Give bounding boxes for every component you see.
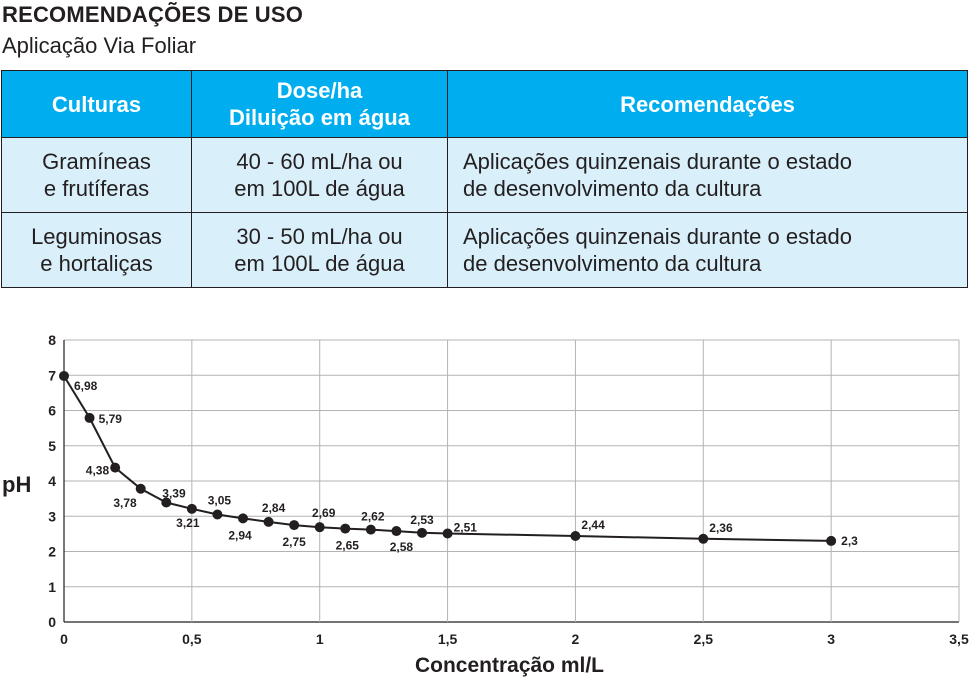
data-point [391,526,402,537]
table-header-row: Culturas Dose/ha Diluição em água Recome… [1,70,968,138]
y-tick-label: 1 [48,579,56,595]
header-recomendacoes: Recomendações [447,70,968,138]
cell-line: 40 - 60 mL/ha ou [236,149,403,174]
x-tick-label: 1 [316,631,324,647]
cell-line: de desenvolvimento da cultura [463,251,762,276]
data-point [110,462,121,473]
y-tick-label: 6 [48,403,56,419]
x-tick-label: 0 [60,631,68,647]
chart-data-labels: 6,98 5,79 4,38 3,78 3,39 3,21 3,05 2,94 2,84 2,75… [74,379,858,554]
cell-culturas: Leguminosas e hortaliças [1,212,192,288]
y-tick-label: 3 [48,508,56,524]
chart-grid [63,339,960,623]
x-tick-label: 2,5 [694,631,714,647]
data-label: 2,62 [361,510,385,524]
data-point [570,530,581,541]
data-label: 5,79 [99,412,123,426]
data-point [698,533,709,544]
data-label: 2,94 [228,528,252,542]
cell-line: e frutíferas [43,176,150,201]
data-label: 2,65 [336,539,360,553]
header-culturas: Culturas [1,70,192,138]
cell-dose: 30 - 50 mL/ha ou em 100L de água [191,212,448,288]
data-point [161,497,172,508]
cell-line: Aplicações quinzenais durante o estado [463,224,852,249]
cell-recomendacoes: Aplicações quinzenais durante o estado d… [447,212,968,288]
data-point [84,412,95,423]
data-label: 4,38 [86,464,110,478]
x-axis-label: Concentração ml/L [415,654,604,677]
cell-line: Leguminosas [31,224,162,249]
data-label: 3,78 [113,496,137,510]
cell-line: e hortaliças [40,251,153,276]
data-point [314,522,325,533]
y-tick-label: 0 [48,614,56,630]
x-tick-label: 0,5 [182,631,202,647]
data-label: 2,58 [390,540,414,554]
data-label: 2,3 [841,534,858,548]
data-label: 2,44 [581,518,605,532]
cell-line: 30 - 50 mL/ha ou [236,224,403,249]
data-point [238,513,248,524]
x-tick-label: 3 [827,631,835,647]
header-line: Recomendações [620,91,795,117]
page-subtitle: Aplicação Via Foliar [2,33,197,58]
cell-line: de desenvolvimento da cultura [463,176,762,201]
data-point [212,509,223,520]
header-dose: Dose/ha Diluição em água [191,70,448,138]
data-point [263,516,274,527]
data-label: 2,69 [312,506,336,520]
data-point [365,524,376,535]
header-line: Culturas [51,91,142,117]
y-tick-label: 5 [48,438,56,454]
data-label: 2,51 [454,521,478,535]
x-tick-label: 2 [572,631,580,647]
cell-dose: 40 - 60 mL/ha ou em 100L de água [191,137,448,213]
cell-line: Aplicações quinzenais durante o estado [463,149,852,174]
data-label: 3,21 [176,516,200,530]
data-label: 2,53 [410,513,434,527]
data-point [186,503,197,514]
table-row: Leguminosas e hortaliças 30 - 50 mL/ha o… [1,212,968,288]
data-label: 3,39 [162,487,186,501]
cell-culturas: Gramíneas e frutíferas [1,137,192,213]
data-point [442,528,453,539]
data-label: 6,98 [74,379,98,393]
cell-line: em 100L de água [234,176,405,201]
page-title: RECOMENDAÇÕES DE USO [2,2,304,27]
cell-line: Gramíneas [42,149,151,174]
data-point [417,527,427,538]
y-tick-label: 7 [48,367,56,383]
data-point [135,483,146,494]
y-tick-label: 8 [48,332,56,348]
data-point [826,535,837,546]
recommendations-table: Culturas Dose/ha Diluição em água Recome… [1,70,968,288]
y-axis-label: pH [2,472,31,497]
data-label: 3,05 [208,493,232,507]
data-label: 2,75 [282,535,306,549]
cell-recomendacoes: Aplicações quinzenais durante o estado d… [447,137,968,213]
data-point [340,523,351,534]
chart-series [59,370,837,546]
header-line: Diluição em água [229,105,410,130]
table-row: Gramíneas e frutíferas 40 - 60 mL/ha ou … [1,137,968,213]
data-point [59,370,69,381]
data-label: 2,36 [709,521,733,535]
y-tick-label: 2 [48,544,56,560]
header-line: Dose/ha [276,78,363,103]
x-tick-label: 3,5 [949,631,969,647]
cell-line: em 100L de água [234,251,405,276]
y-tick-label: 4 [48,473,56,489]
x-tick-label: 1,5 [438,631,458,647]
data-label: 2,84 [262,501,286,515]
data-point [289,520,300,531]
